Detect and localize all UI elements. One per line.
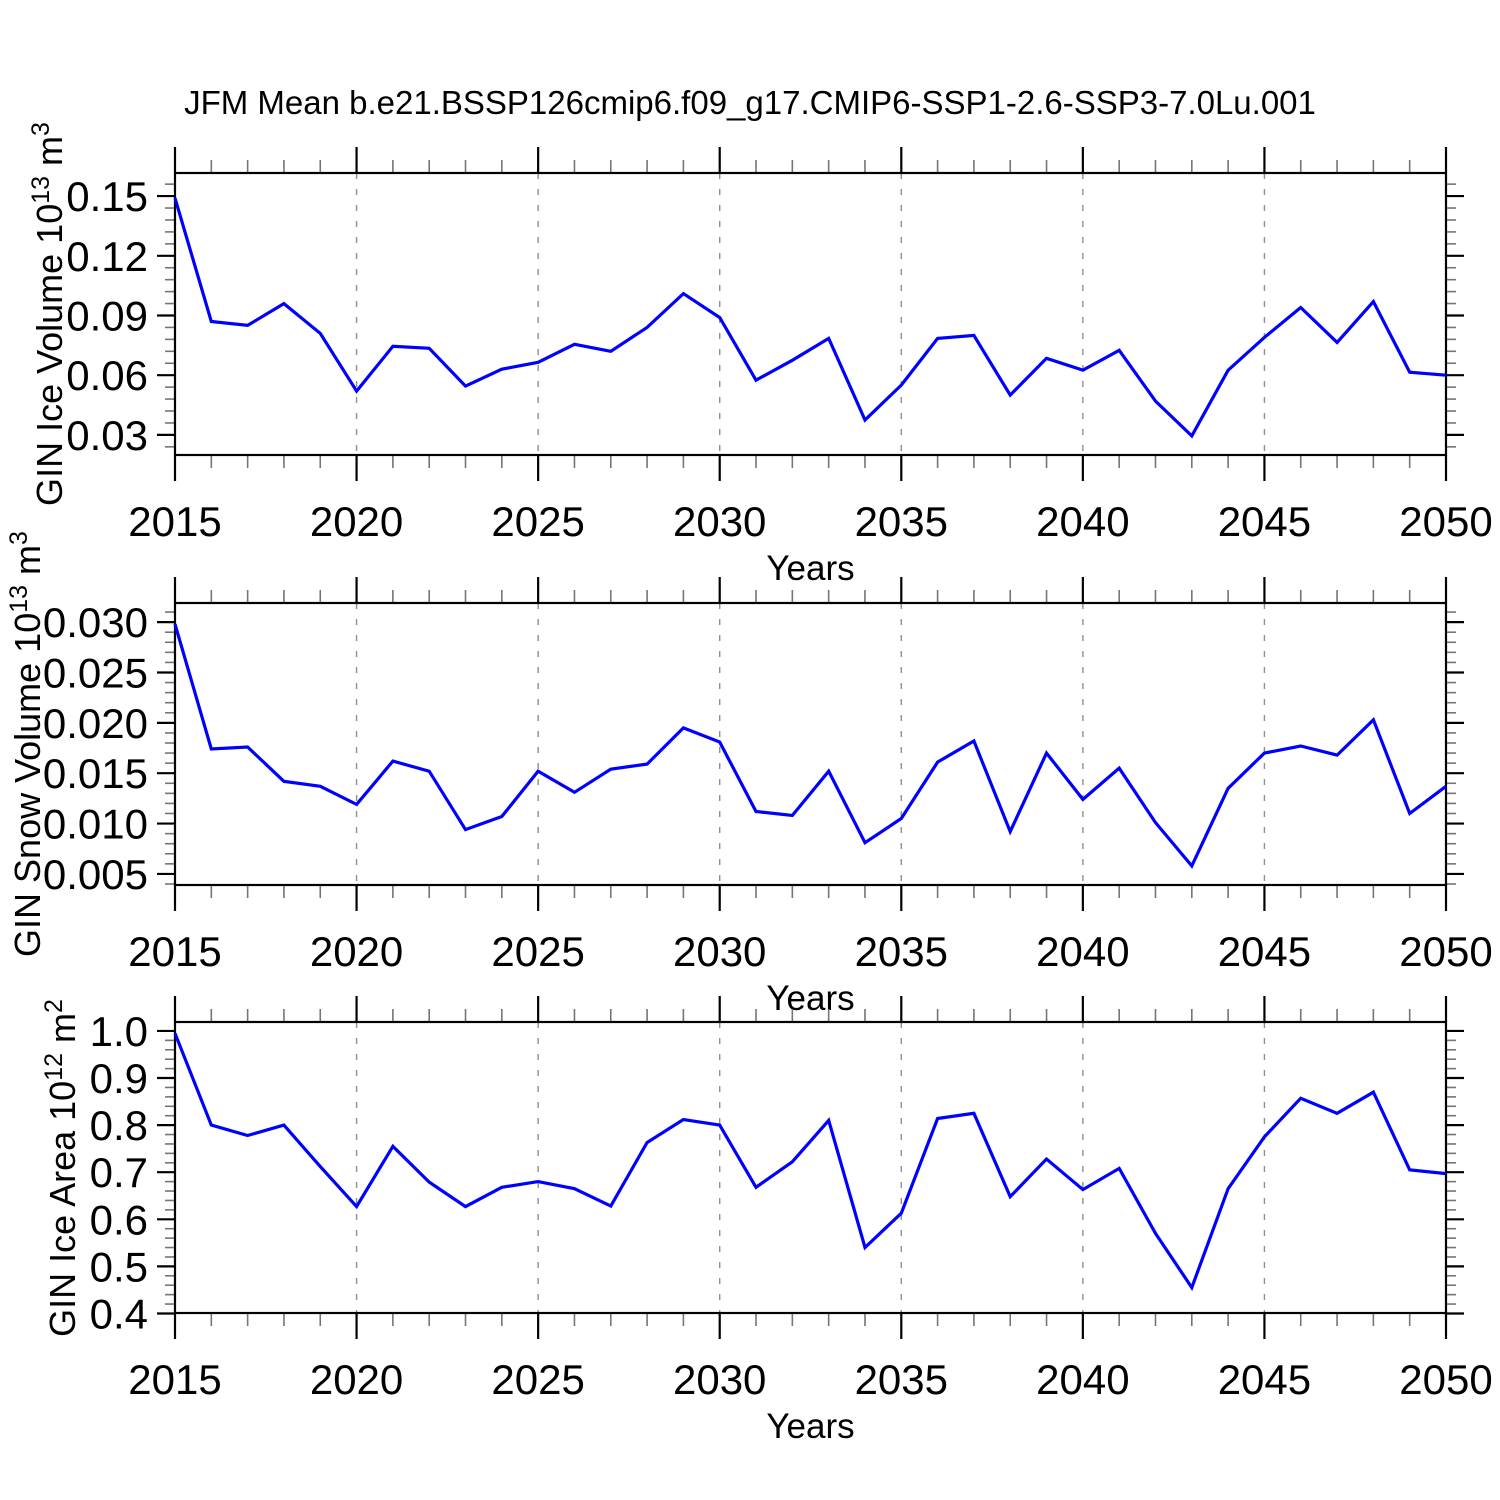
y-tick-label-snow-volume: 0.025 (43, 649, 148, 696)
x-tick-label-ice-volume: 2015 (128, 498, 221, 545)
x-tick-label-ice-volume: 2030 (673, 498, 766, 545)
data-line-snow-volume (173, 623, 1447, 869)
x-axis-title-snow-volume: Years (766, 979, 854, 1018)
y-tick-label-snow-volume: 0.030 (43, 599, 148, 646)
x-tick-label-snow-volume: 2035 (855, 928, 948, 975)
y-tick-label-ice-area: 0.7 (90, 1149, 148, 1196)
y-tick-label-ice-volume: 0.15 (66, 173, 148, 220)
y-tick-label-snow-volume: 0.020 (43, 700, 148, 747)
y-axis-title-ice-area: GIN Ice Area 1012 m2 (40, 999, 83, 1337)
y-tick-label-ice-volume: 0.06 (66, 352, 148, 399)
x-tick-label-ice-area: 2045 (1218, 1356, 1311, 1403)
y-tick-label-ice-volume: 0.09 (66, 292, 148, 339)
x-tick-label-ice-area: 2040 (1036, 1356, 1129, 1403)
y-tick-label-ice-area: 0.5 (90, 1243, 148, 1290)
data-line-ice-volume (173, 197, 1447, 439)
data-line-ice-area (173, 1032, 1447, 1292)
x-tick-label-ice-area: 2025 (491, 1356, 584, 1403)
x-tick-label-ice-volume: 2045 (1218, 498, 1311, 545)
y-tick-label-ice-area: 0.9 (90, 1055, 148, 1102)
x-tick-label-snow-volume: 2030 (673, 928, 766, 975)
plot-border-ice-volume (173, 171, 1448, 457)
figure-title: JFM Mean b.e21.BSSP126cmip6.f09_g17.CMIP… (184, 84, 1316, 121)
y-tick-label-snow-volume: 0.005 (43, 851, 148, 898)
plot-border-snow-volume (173, 601, 1448, 887)
x-tick-label-snow-volume: 2045 (1218, 928, 1311, 975)
x-tick-label-snow-volume: 2020 (310, 928, 403, 975)
x-tick-label-ice-volume: 2050 (1399, 498, 1492, 545)
x-tick-label-ice-volume: 2040 (1036, 498, 1129, 545)
y-tick-label-ice-area: 0.6 (90, 1196, 148, 1243)
y-axis-title-snow-volume: GIN Snow Volume 1013 m3 (5, 531, 48, 957)
x-tick-label-ice-volume: 2035 (855, 498, 948, 545)
x-tick-label-snow-volume: 2015 (128, 928, 221, 975)
y-tick-label-snow-volume: 0.010 (43, 801, 148, 848)
x-axis-title-ice-volume: Years (766, 549, 854, 588)
y-tick-label-ice-volume: 0.03 (66, 412, 148, 459)
y-tick-label-ice-area: 0.4 (90, 1290, 148, 1337)
panel-ice-area: 0.40.50.60.70.80.91.0 2015 2020 2025 2030 203… (40, 996, 1493, 1446)
x-tick-label-ice-area: 2035 (855, 1356, 948, 1403)
y-axis-title-ice-volume: GIN Ice Volume 1013 m3 (27, 122, 70, 506)
y-tick-label-snow-volume: 0.015 (43, 750, 148, 797)
panel-ice-volume: 0.03 0.06 0.09 0.12 0.15 2015 2020 2025 2030 2035… (27, 122, 1493, 588)
x-tick-label-ice-volume: 2025 (491, 498, 584, 545)
x-tick-label-ice-volume: 2020 (310, 498, 403, 545)
x-tick-label-snow-volume: 2050 (1399, 928, 1492, 975)
x-axis-title-ice-area: Years (766, 1407, 854, 1446)
y-tick-label-ice-volume: 0.12 (66, 233, 148, 280)
y-tick-label-ice-area: 0.8 (90, 1102, 148, 1149)
x-tick-label-ice-area: 2030 (673, 1356, 766, 1403)
x-tick-label-snow-volume: 2025 (491, 928, 584, 975)
x-tick-label-snow-volume: 2040 (1036, 928, 1129, 975)
y-tick-label-ice-area: 1.0 (90, 1008, 148, 1055)
x-tick-label-ice-area: 2020 (310, 1356, 403, 1403)
x-tick-label-ice-area: 2050 (1399, 1356, 1492, 1403)
plot-border-ice-area (173, 1020, 1448, 1315)
x-tick-label-ice-area: 2015 (128, 1356, 221, 1403)
